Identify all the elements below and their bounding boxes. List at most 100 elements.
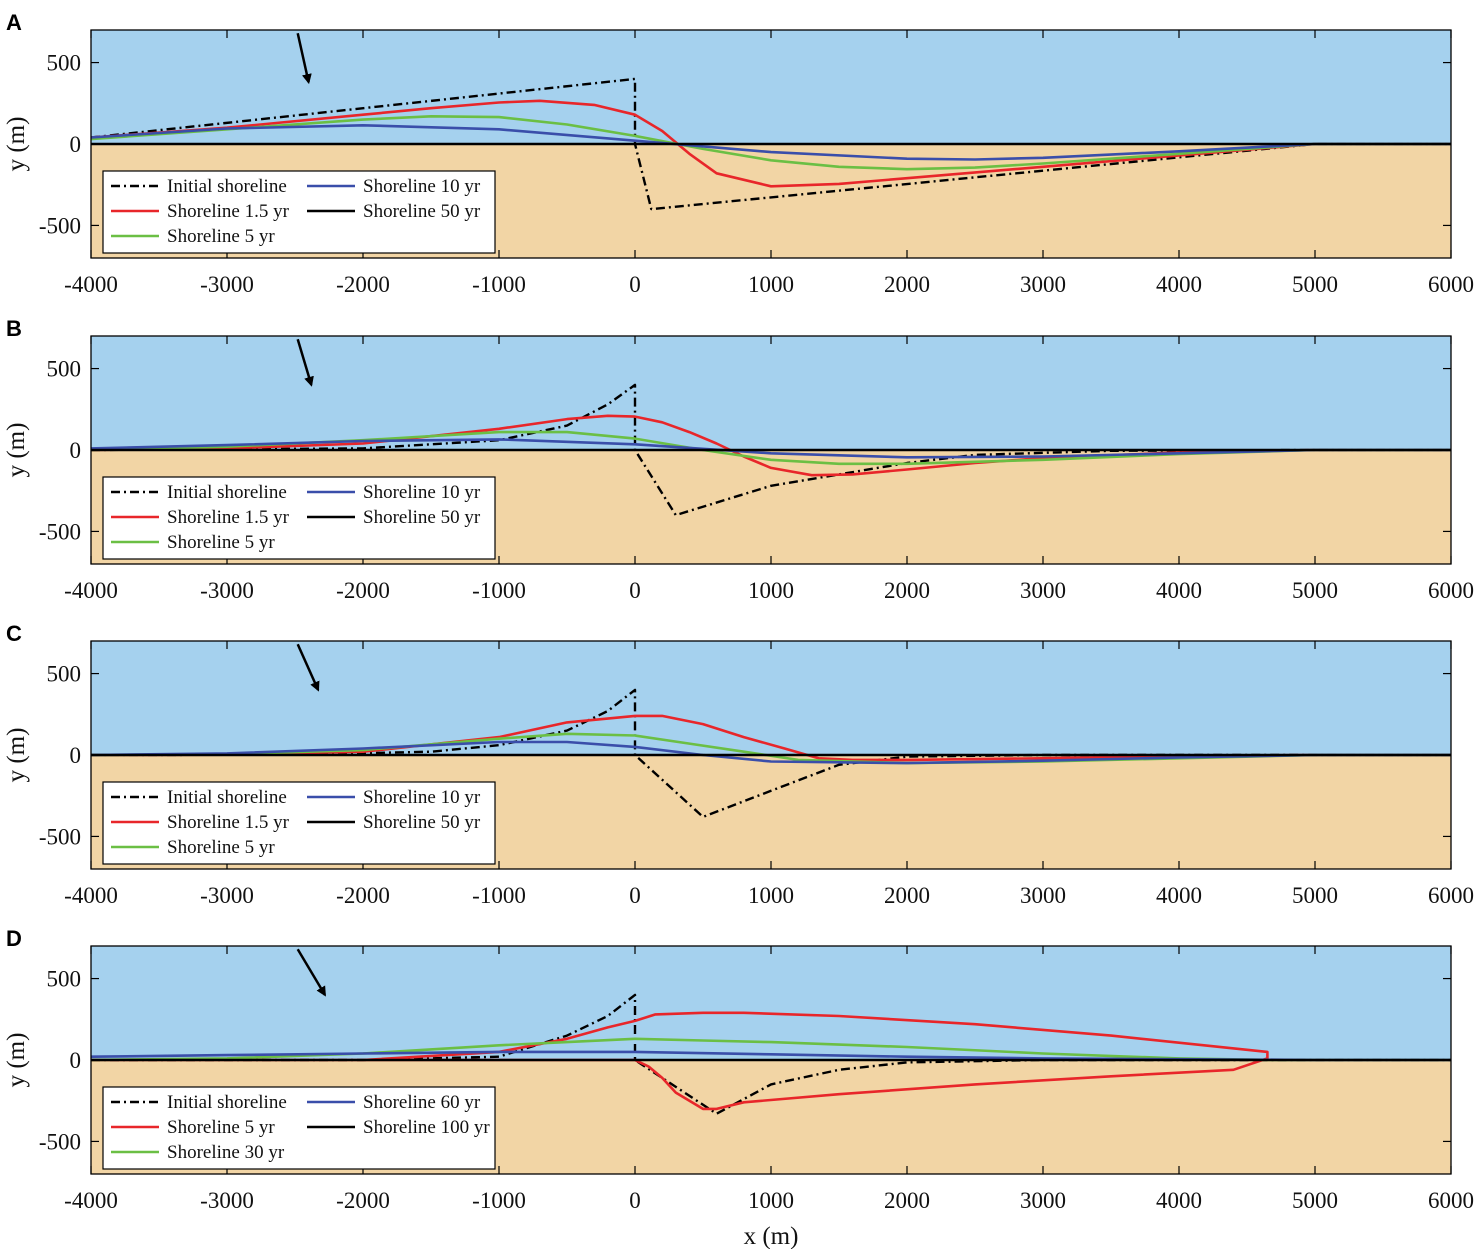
x-tick-label: 0 (629, 883, 641, 908)
panel-letter: B (6, 316, 22, 341)
panel-letter: D (6, 926, 22, 951)
legend-box (102, 476, 496, 560)
series-line (90, 115, 1451, 171)
panel-C: -4000 -3000 -2000 -1000 0 1000 2000 3000 4000 500… (3, 621, 1474, 908)
legend-label: Initial shoreline (167, 176, 287, 197)
legend-label: Shoreline 1.5 yr (167, 507, 290, 528)
x-tick-label: 4000 (1156, 578, 1202, 603)
x-tick-label: 3000 (1020, 578, 1066, 603)
wave-direction-arrow (296, 338, 314, 387)
legend-label: Shoreline 10 yr (363, 176, 481, 197)
x-tick-label: 3000 (1020, 272, 1066, 297)
x-tick-label: -4000 (64, 1188, 118, 1213)
x-tick-label: -3000 (200, 578, 254, 603)
panel-A: -4000 -3000 -2000 -1000 0 1000 2000 3000 4000 500… (3, 10, 1474, 297)
legend: Initial shoreline Shoreline 60 yr Shorelin… (102, 1086, 496, 1170)
x-tick-label: 2000 (884, 1188, 930, 1213)
legend: Initial shoreline Shoreline 10 yr Shorelin… (102, 476, 496, 560)
y-axis-label: y (m) (3, 728, 30, 783)
legend-label: Initial shoreline (167, 482, 287, 503)
wave-direction-arrow (296, 32, 312, 85)
y-tick-label: -500 (39, 213, 81, 238)
sea-region (91, 336, 1451, 450)
y-tick-label: 500 (47, 967, 82, 992)
panel-letter: C (6, 621, 22, 646)
x-tick-label: -3000 (200, 1188, 254, 1213)
x-tick-label: 2000 (884, 578, 930, 603)
panel-D: -4000 -3000 -2000 -1000 0 1000 2000 3000 4000 500… (3, 926, 1474, 1213)
x-tick-label: 0 (629, 578, 641, 603)
wave-direction-arrow (296, 948, 326, 997)
y-axis-label: y (m) (3, 117, 30, 172)
legend-label: Shoreline 1.5 yr (167, 201, 290, 222)
y-tick-label: -500 (39, 519, 81, 544)
legend-label: Shoreline 50 yr (363, 812, 481, 833)
y-tick-label: 500 (47, 357, 82, 382)
x-tick-label: 5000 (1292, 578, 1338, 603)
x-tick-label: 2000 (884, 883, 930, 908)
x-tick-label: 4000 (1156, 1188, 1202, 1213)
x-tick-label: -4000 (64, 578, 118, 603)
legend-box (102, 1086, 496, 1170)
legend-label: Shoreline 50 yr (363, 201, 481, 222)
legend-label: Shoreline 5 yr (167, 1117, 275, 1138)
legend-box (102, 170, 496, 254)
x-tick-label: 5000 (1292, 1188, 1338, 1213)
series-line (90, 383, 1451, 517)
x-tick-label: 4000 (1156, 883, 1202, 908)
x-tick-label: -2000 (336, 883, 390, 908)
x-tick-label: 4000 (1156, 272, 1202, 297)
x-tick-label: 1000 (748, 883, 794, 908)
x-tick-label: 1000 (748, 578, 794, 603)
x-tick-label: 6000 (1428, 1188, 1474, 1213)
panel-letter: A (6, 10, 22, 35)
y-tick-label: 0 (70, 132, 82, 157)
legend-label: Shoreline 1.5 yr (167, 812, 290, 833)
y-axis-label: y (m) (3, 423, 30, 478)
x-tick-label: -4000 (64, 883, 118, 908)
y-tick-label: 0 (70, 1048, 82, 1073)
wave-direction-arrow (296, 643, 320, 692)
legend-label: Shoreline 5 yr (167, 837, 275, 858)
legend-label: Shoreline 30 yr (167, 1142, 285, 1163)
legend: Initial shoreline Shoreline 10 yr Shorelin… (102, 170, 496, 254)
x-tick-label: -3000 (200, 272, 254, 297)
series-line (90, 438, 1451, 459)
legend-label: Shoreline 5 yr (167, 226, 275, 247)
x-tick-label: -3000 (200, 883, 254, 908)
x-tick-label: -1000 (472, 578, 526, 603)
legend-label: Shoreline 5 yr (167, 532, 275, 553)
legend-label: Shoreline 100 yr (363, 1117, 490, 1138)
y-tick-label: -500 (39, 1129, 81, 1154)
y-tick-label: -500 (39, 824, 81, 849)
x-tick-label: 0 (629, 1188, 641, 1213)
x-tick-label: -1000 (472, 883, 526, 908)
legend-label: Shoreline 60 yr (363, 1092, 481, 1113)
legend-label: Shoreline 10 yr (363, 482, 481, 503)
x-tick-label: 6000 (1428, 578, 1474, 603)
x-tick-label: 6000 (1428, 883, 1474, 908)
y-tick-label: 500 (47, 662, 82, 687)
legend-box (102, 781, 496, 865)
x-tick-label: 3000 (1020, 1188, 1066, 1213)
y-tick-label: 500 (47, 51, 82, 76)
x-tick-label: 1000 (748, 1188, 794, 1213)
x-axis-label: x (m) (744, 1223, 799, 1249)
x-tick-label: -1000 (472, 272, 526, 297)
x-tick-label: -2000 (336, 578, 390, 603)
legend: Initial shoreline Shoreline 10 yr Shorelin… (102, 781, 496, 865)
panel-B: -4000 -3000 -2000 -1000 0 1000 2000 3000 4000 500… (3, 316, 1474, 603)
x-tick-label: -2000 (336, 1188, 390, 1213)
sea-region (91, 30, 1451, 144)
series-line (90, 124, 1451, 161)
x-tick-label: 6000 (1428, 272, 1474, 297)
x-tick-label: 3000 (1020, 883, 1066, 908)
x-tick-label: -4000 (64, 272, 118, 297)
x-tick-label: -2000 (336, 272, 390, 297)
legend-label: Initial shoreline (167, 787, 287, 808)
x-tick-label: 5000 (1292, 272, 1338, 297)
y-axis-label: y (m) (3, 1033, 30, 1088)
x-tick-label: -1000 (472, 1188, 526, 1213)
legend-label: Shoreline 10 yr (363, 787, 481, 808)
